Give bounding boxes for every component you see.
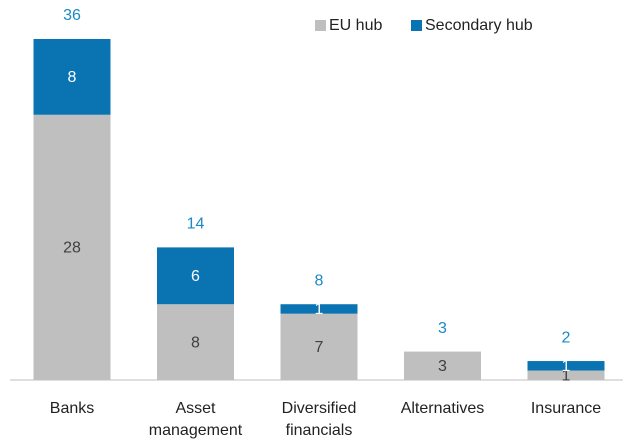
bar-segment xyxy=(33,39,111,115)
value-label: 1 xyxy=(562,358,571,375)
value-label: 1 xyxy=(562,367,571,384)
legend-swatch xyxy=(315,20,326,31)
bar-segment xyxy=(280,313,358,380)
value-label: 6 xyxy=(191,268,200,285)
total-label: 3 xyxy=(438,320,447,337)
legend-swatch xyxy=(411,20,422,31)
total-label: 14 xyxy=(187,216,205,233)
x-tick-label: Diversified financials xyxy=(281,400,357,439)
legend-label: Secondary hub xyxy=(425,17,533,34)
bar-segment xyxy=(404,351,481,380)
bar-segment xyxy=(157,247,234,305)
total-label: 2 xyxy=(562,329,571,346)
x-tick-label: Banks xyxy=(49,400,95,417)
x-tick-label: Asset management xyxy=(148,400,243,439)
bar-segment xyxy=(33,114,111,381)
total-label: 8 xyxy=(315,272,324,289)
total-label: 36 xyxy=(63,7,81,24)
value-label: 7 xyxy=(315,339,324,356)
bar-segment xyxy=(527,361,605,371)
legend-label: EU hub xyxy=(329,17,382,34)
value-label: 8 xyxy=(68,69,77,86)
value-label: 3 xyxy=(438,358,447,375)
bar-segment xyxy=(280,304,358,314)
bar-segment xyxy=(527,370,605,380)
bar-segment xyxy=(157,304,234,380)
value-label: 1 xyxy=(315,301,324,318)
value-label: 8 xyxy=(191,334,200,351)
value-label: 28 xyxy=(63,240,81,257)
x-tick-label: Insurance xyxy=(530,400,602,417)
x-tick-label: Alternatives xyxy=(400,400,485,417)
